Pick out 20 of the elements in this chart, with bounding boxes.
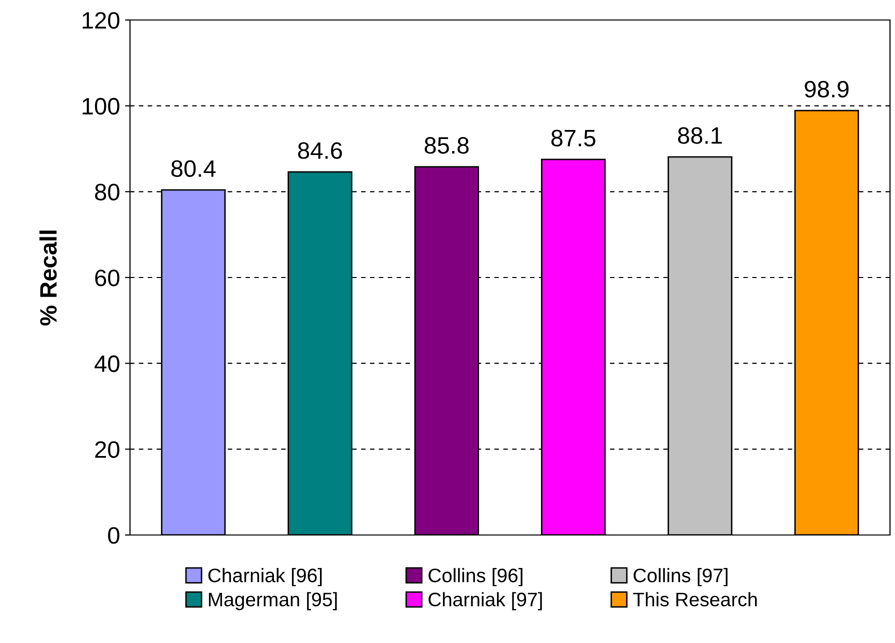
y-tick-label: 60 <box>95 270 120 286</box>
legend-label: Collins [96] <box>428 568 522 586</box>
legend-label: Charniak [96] <box>208 568 322 586</box>
legend-label: Magerman [95] <box>208 592 337 610</box>
legend-label: Charniak [97] <box>428 592 542 610</box>
y-axis-title: % Recall <box>39 230 57 326</box>
data-label: 85.8 <box>424 137 469 154</box>
y-tick-label: 0 <box>108 527 120 544</box>
data-label: 80.4 <box>171 160 216 177</box>
data-label: 84.6 <box>298 142 342 159</box>
data-label: 88.1 <box>678 127 722 144</box>
legend-label: Collins [97] <box>634 568 728 586</box>
legend-label: This Research <box>633 592 757 606</box>
data-label: 87.5 <box>551 130 596 146</box>
data-label: 98.9 <box>804 80 849 98</box>
y-tick-label: 40 <box>94 355 120 372</box>
y-tick-label: 100 <box>82 98 120 115</box>
y-tick-label: 20 <box>95 441 120 458</box>
y-tick-label: 120 <box>82 12 120 29</box>
y-tick-label: 80 <box>95 184 120 200</box>
